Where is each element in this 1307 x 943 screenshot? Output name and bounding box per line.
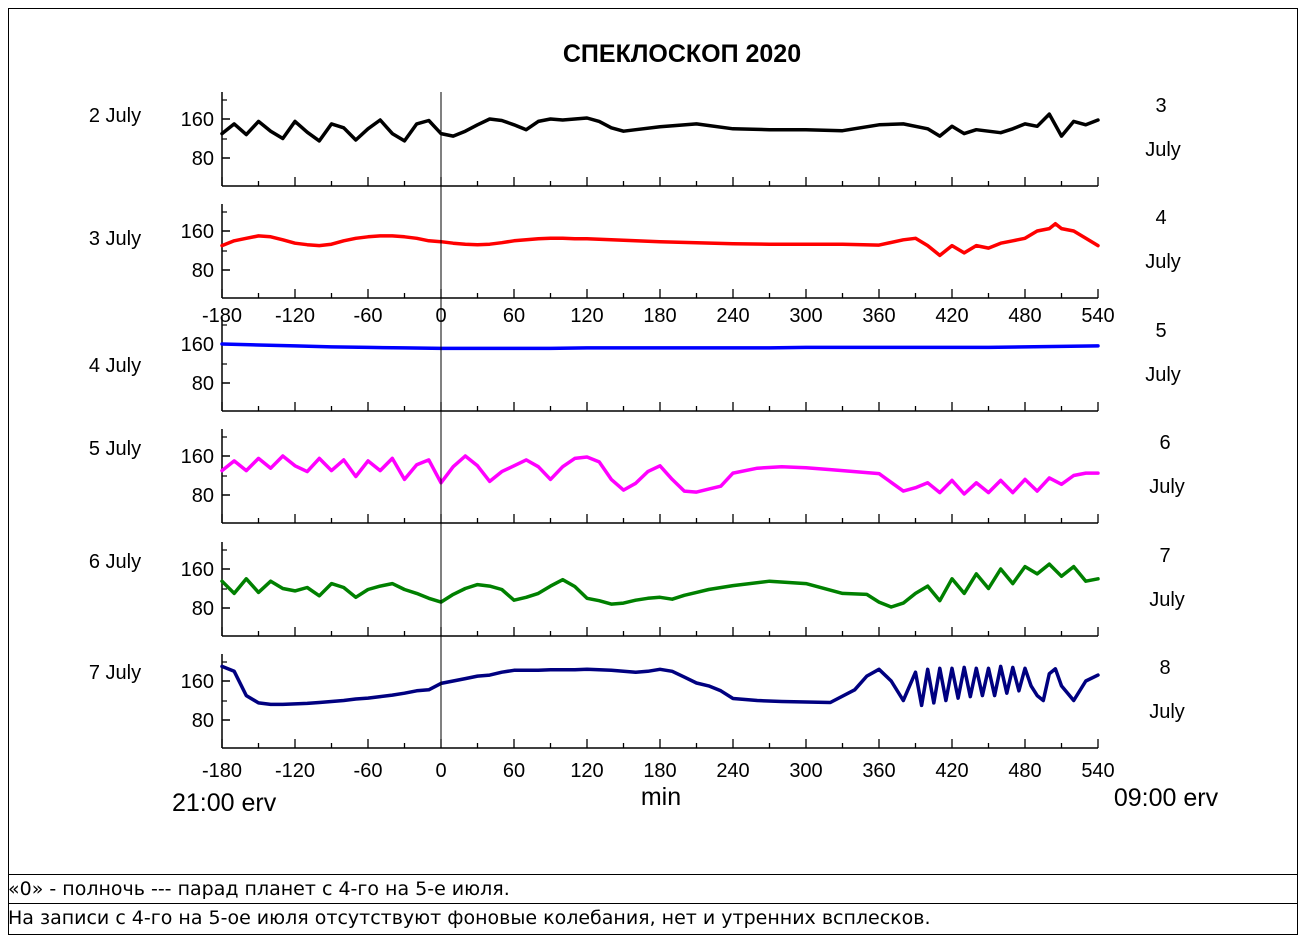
- panel-6: 160 80 7 July 8 July: [89, 654, 1185, 749]
- panel-series-line: [220, 664, 1100, 708]
- x-tick-label: 420: [935, 305, 968, 327]
- y-tick-label: 80: [192, 598, 214, 620]
- panel-date-label: 7 July: [89, 662, 141, 684]
- x-tick-label: 480: [1008, 305, 1041, 327]
- caption-note-observation: На записи с 4-го на 5-ое июля отсутствую…: [8, 907, 931, 929]
- x-tick-label: 240: [716, 305, 749, 327]
- panel-date-label: 5 July: [89, 438, 141, 460]
- x-tick-label: -60: [354, 305, 383, 327]
- panel-series-line: [220, 454, 1100, 496]
- figure-frame: [8, 8, 1298, 935]
- x-axis-bottom-labels: -180 -120 -60 0 60 120 180 240 300 360 420 480 540: [202, 760, 1115, 782]
- y-tick-label: 80: [192, 373, 214, 395]
- x-tick-label: 60: [503, 760, 525, 782]
- panel-series-line: [220, 221, 1100, 258]
- x-tick-label: 0: [435, 760, 446, 782]
- x-axis-top-labels: -180 -120 -60 0 60 120 180 240 300 360 420 480 540: [202, 305, 1115, 327]
- x-tick-label: 240: [716, 760, 749, 782]
- panel-5: 160 80 6 July 7 July: [89, 542, 1185, 637]
- y-tick-label: 80: [192, 710, 214, 732]
- x-axis-label: min: [641, 783, 681, 811]
- panel-series-line: [220, 112, 1100, 143]
- panel-series-line: [220, 562, 1100, 609]
- x-tick-label: 480: [1008, 760, 1041, 782]
- panel-1: 160 80 2 July 3 July: [89, 92, 1181, 187]
- start-time-label: 21:00 erv: [172, 789, 277, 817]
- y-tick-label: 160: [181, 109, 214, 131]
- panel-2: 160 80 3 July 4 July: [89, 204, 1181, 299]
- panel-date-label: 6 July: [89, 551, 141, 573]
- x-tick-label: 60: [503, 305, 525, 327]
- x-tick-label: 360: [862, 760, 895, 782]
- x-tick-label: 540: [1081, 305, 1114, 327]
- panel-end-month-label: July: [1145, 364, 1181, 386]
- y-tick-label: 160: [181, 334, 214, 356]
- panel-end-day-label: 5: [1155, 320, 1166, 342]
- end-time-label: 09:00 erv: [1114, 784, 1219, 812]
- caption-divider: [8, 903, 1298, 904]
- x-tick-label: 540: [1081, 760, 1114, 782]
- panel-date-label: 3 July: [89, 228, 141, 250]
- chart-title: СПЕКЛОСКОП 2020: [563, 40, 801, 68]
- x-tick-label: 0: [435, 305, 446, 327]
- panel-end-month-label: July: [1149, 589, 1185, 611]
- caption-box: [8, 874, 1298, 935]
- x-tick-label: 420: [935, 760, 968, 782]
- x-tick-label: 120: [570, 305, 603, 327]
- x-tick-label: 300: [789, 305, 822, 327]
- panel-end-month-label: July: [1145, 139, 1181, 161]
- panel-end-day-label: 3: [1155, 95, 1166, 117]
- x-tick-label: -180: [202, 305, 242, 327]
- panel-series-line: [220, 342, 1100, 351]
- panel-end-day-label: 6: [1159, 432, 1170, 454]
- y-tick-label: 160: [181, 221, 214, 243]
- x-tick-label: -120: [275, 305, 315, 327]
- y-tick-label: 160: [181, 559, 214, 581]
- y-tick-label: 80: [192, 260, 214, 282]
- x-tick-label: 300: [789, 760, 822, 782]
- panel-4: 160 80 5 July 6 July: [89, 429, 1185, 524]
- y-tick-label: 80: [192, 485, 214, 507]
- y-tick-label: 160: [181, 671, 214, 693]
- x-tick-label: -180: [202, 760, 242, 782]
- y-tick-label: 160: [181, 446, 214, 468]
- x-tick-label: 360: [862, 305, 895, 327]
- x-tick-label: 120: [570, 760, 603, 782]
- panel-end-day-label: 4: [1155, 207, 1166, 229]
- x-tick-label: 180: [643, 760, 676, 782]
- panel-end-day-label: 8: [1159, 657, 1170, 679]
- x-tick-label: -60: [354, 760, 383, 782]
- panel-end-day-label: 7: [1159, 545, 1170, 567]
- panel-end-month-label: July: [1145, 251, 1181, 273]
- panel-end-month-label: July: [1149, 701, 1185, 723]
- caption-note-midnight: «0» - полночь --- парад планет с 4-го на…: [8, 878, 510, 900]
- panel-date-label: 4 July: [89, 355, 141, 377]
- x-tick-label: -120: [275, 760, 315, 782]
- y-tick-label: 80: [192, 148, 214, 170]
- panel-3: 160 80 4 July 5 July: [89, 317, 1181, 412]
- panel-end-month-label: July: [1149, 476, 1185, 498]
- panel-date-label: 2 July: [89, 105, 141, 127]
- x-tick-label: 180: [643, 305, 676, 327]
